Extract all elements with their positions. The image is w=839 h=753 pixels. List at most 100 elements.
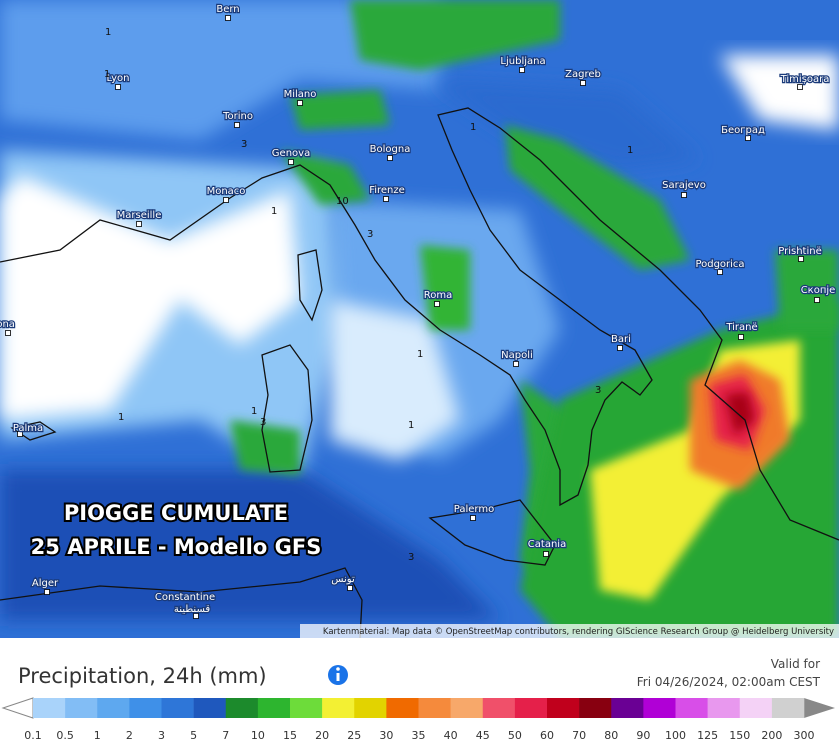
city-marker (115, 84, 121, 90)
coastline (10, 421, 57, 441)
city-marker (44, 589, 50, 595)
legend-swatch (643, 698, 676, 718)
city-label: Београд (721, 125, 765, 136)
city-label: Monaco (207, 186, 246, 197)
legend-swatch (418, 698, 451, 718)
contour-label: 1 (251, 406, 257, 417)
info-icon[interactable] (328, 665, 348, 685)
city-marker (798, 256, 804, 262)
rain-area (290, 90, 390, 130)
city-label: Palma (13, 423, 43, 434)
city-marker (347, 585, 353, 591)
city-label: Podgorica (695, 259, 744, 270)
city-label: Constantine (155, 592, 215, 603)
legend-label: 35 (412, 729, 426, 742)
rain-area (350, 0, 560, 70)
legend-swatch (65, 698, 98, 718)
city-label: Napoli (501, 350, 533, 361)
city-marker (387, 155, 393, 161)
legend-label: 15 (283, 729, 297, 742)
coastline (0, 107, 839, 541)
rain-area (775, 250, 839, 330)
legend: Precipitation, 24h (mm) Valid for Fri 04… (0, 638, 839, 753)
legend-label: 25 (347, 729, 361, 742)
city-label: Barcelona (0, 319, 15, 330)
contour-label: 1 (105, 27, 111, 38)
rain-area (720, 55, 839, 130)
legend-label: 80 (604, 729, 618, 742)
map: Bern Lyon Milano Torino Genova Bologna Ljublja… (0, 0, 839, 638)
legend-label: 3 (158, 729, 165, 742)
legend-swatch (322, 698, 355, 718)
city-label: Zagreb (565, 69, 601, 80)
city-marker (193, 613, 199, 619)
city-marker (543, 551, 549, 557)
contour-label: 3 (241, 139, 247, 150)
valid-label: Valid for (771, 657, 820, 671)
city-label: Catania (528, 539, 566, 550)
legend-background (0, 638, 839, 753)
legend-swatch (129, 698, 162, 718)
city-marker (814, 297, 820, 303)
precipitation-field (0, 0, 839, 638)
legend-swatch (514, 698, 548, 718)
legend-swatch (97, 698, 130, 718)
city-label: قسنطينة (174, 604, 211, 615)
legend-swatch (193, 698, 227, 718)
city-marker (681, 192, 687, 198)
contour-label: 1 (104, 69, 110, 80)
legend-label: 70 (572, 729, 586, 742)
color-bar: 0.1 0.5 1 2 3 5 7 10 15 20 25 30 35 40 45 50 60 70 80 90 100… (24, 698, 815, 742)
city-label: Bern (216, 4, 239, 15)
legend-swatch (386, 698, 419, 718)
city-label: Tiranë (725, 322, 757, 333)
city-marker (797, 84, 803, 90)
legend-swatch (33, 698, 66, 718)
legend-arrow-right (804, 698, 835, 718)
legend-label: 30 (379, 729, 393, 742)
legend-label: 5 (190, 729, 197, 742)
rain-area (330, 300, 460, 460)
legend-label: 2 (126, 729, 133, 742)
overlay-title: 25 APRILE - Modello GFS (31, 535, 322, 559)
legend-swatch (611, 698, 644, 718)
coastline (428, 499, 556, 566)
legend-label: 10 (251, 729, 265, 742)
legend-swatch (161, 698, 194, 718)
rain-area (280, 150, 370, 205)
city-label: Milano (284, 89, 317, 100)
contour-label: 1 (408, 420, 414, 431)
legend-swatch (257, 698, 291, 718)
city-label: تونس (331, 574, 355, 585)
legend-label: 0.5 (56, 729, 74, 742)
legend-label: 100 (665, 729, 686, 742)
legend-label: 200 (761, 729, 782, 742)
city-label: Firenze (369, 185, 405, 196)
contour-label: 1 (271, 206, 277, 217)
city-marker (745, 135, 751, 141)
city-label: Palermo (454, 504, 494, 515)
city-label: Roma (424, 290, 453, 301)
legend-swatch (739, 698, 773, 718)
city-marker (136, 221, 142, 227)
legend-swatch (579, 698, 612, 718)
legend-swatch (225, 698, 259, 718)
city-marker (519, 67, 525, 73)
contour-label: 3 (367, 229, 373, 240)
city-marker (225, 15, 231, 21)
city-label: Torino (222, 111, 253, 122)
city-marker (470, 515, 476, 521)
legend-label: 90 (636, 729, 650, 742)
rain-area (420, 245, 470, 330)
city-label: Genova (272, 148, 310, 159)
legend-label: 60 (540, 729, 554, 742)
rain-area (505, 125, 690, 270)
info-dot (336, 667, 340, 671)
contour-label: 1 (417, 349, 423, 360)
legend-label: 150 (729, 729, 750, 742)
city-marker (297, 100, 303, 106)
contour-label: 10 (336, 196, 349, 207)
overlay-title: PIOGGE CUMULATE (64, 501, 288, 525)
rain-area (0, 175, 300, 420)
